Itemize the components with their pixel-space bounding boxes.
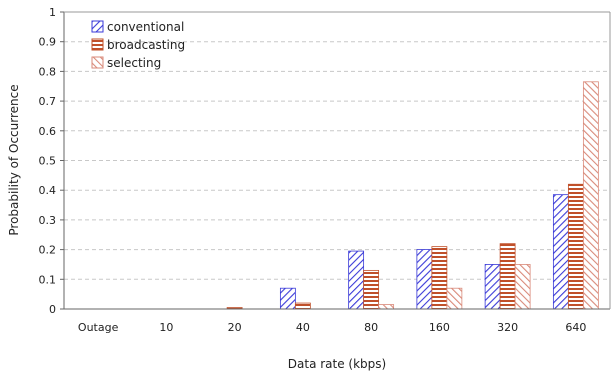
bar-broadcasting-160	[431, 246, 448, 310]
x-tick-label: 320	[497, 321, 518, 334]
bar-selecting-320	[514, 264, 531, 310]
x-tick-label: Outage	[78, 321, 119, 334]
x-axis-label: Data rate (kbps)	[288, 357, 386, 371]
legend-swatch-conventional	[91, 20, 104, 33]
bar-conventional-320	[484, 264, 501, 310]
bar-selecting-80	[378, 304, 395, 310]
y-tick-label: 0.4	[39, 184, 57, 197]
bar-broadcasting-80	[363, 269, 380, 310]
bar-broadcasting-320	[499, 243, 516, 310]
bar-conventional-160	[416, 249, 433, 310]
y-tick-label: 0.7	[39, 95, 57, 108]
y-tick-label: 0.6	[39, 125, 57, 138]
legend-label-conventional: conventional	[107, 20, 184, 34]
x-tick-label: 640	[565, 321, 586, 334]
y-tick-label: 0.1	[39, 273, 57, 286]
legend-swatch-broadcasting	[91, 38, 104, 51]
y-tick-label: 0.5	[39, 155, 57, 168]
legend-swatch-selecting	[91, 56, 104, 69]
bars	[226, 81, 599, 310]
tick-labels: 0 0.1 0.2 0.3 0.4 0.5 0.6 0.7 0.8 0.9 1 Outage 10 20 4…	[39, 6, 587, 334]
y-tick-label: 0.3	[39, 214, 57, 227]
bar-conventional-640	[552, 194, 569, 310]
x-tick-label: 20	[228, 321, 242, 334]
y-tick-label: 0.9	[39, 36, 57, 49]
x-tick-label: 10	[159, 321, 173, 334]
y-tick-label: 1	[49, 6, 56, 19]
y-tick-label: 0.2	[39, 244, 57, 257]
legend-label-broadcasting: broadcasting	[107, 38, 185, 52]
bar-selecting-160	[446, 287, 463, 310]
x-tick-label: 40	[296, 321, 310, 334]
bar-broadcasting-40	[294, 302, 311, 310]
y-axis-label: Probability of Occurrence	[7, 84, 21, 235]
y-tick-label: 0.8	[39, 65, 57, 78]
bar-broadcasting-640	[567, 183, 584, 310]
x-tick-label: 160	[429, 321, 450, 334]
legend: conventional broadcasting selecting	[91, 20, 185, 70]
y-tick-label: 0	[49, 303, 56, 316]
axes	[60, 11, 611, 310]
bar-conventional-40	[279, 287, 296, 310]
bar-selecting-640	[582, 81, 599, 310]
gridlines	[64, 11, 610, 280]
legend-label-selecting: selecting	[107, 56, 161, 70]
x-tick-label: 80	[364, 321, 378, 334]
bar-conventional-80	[348, 250, 365, 310]
